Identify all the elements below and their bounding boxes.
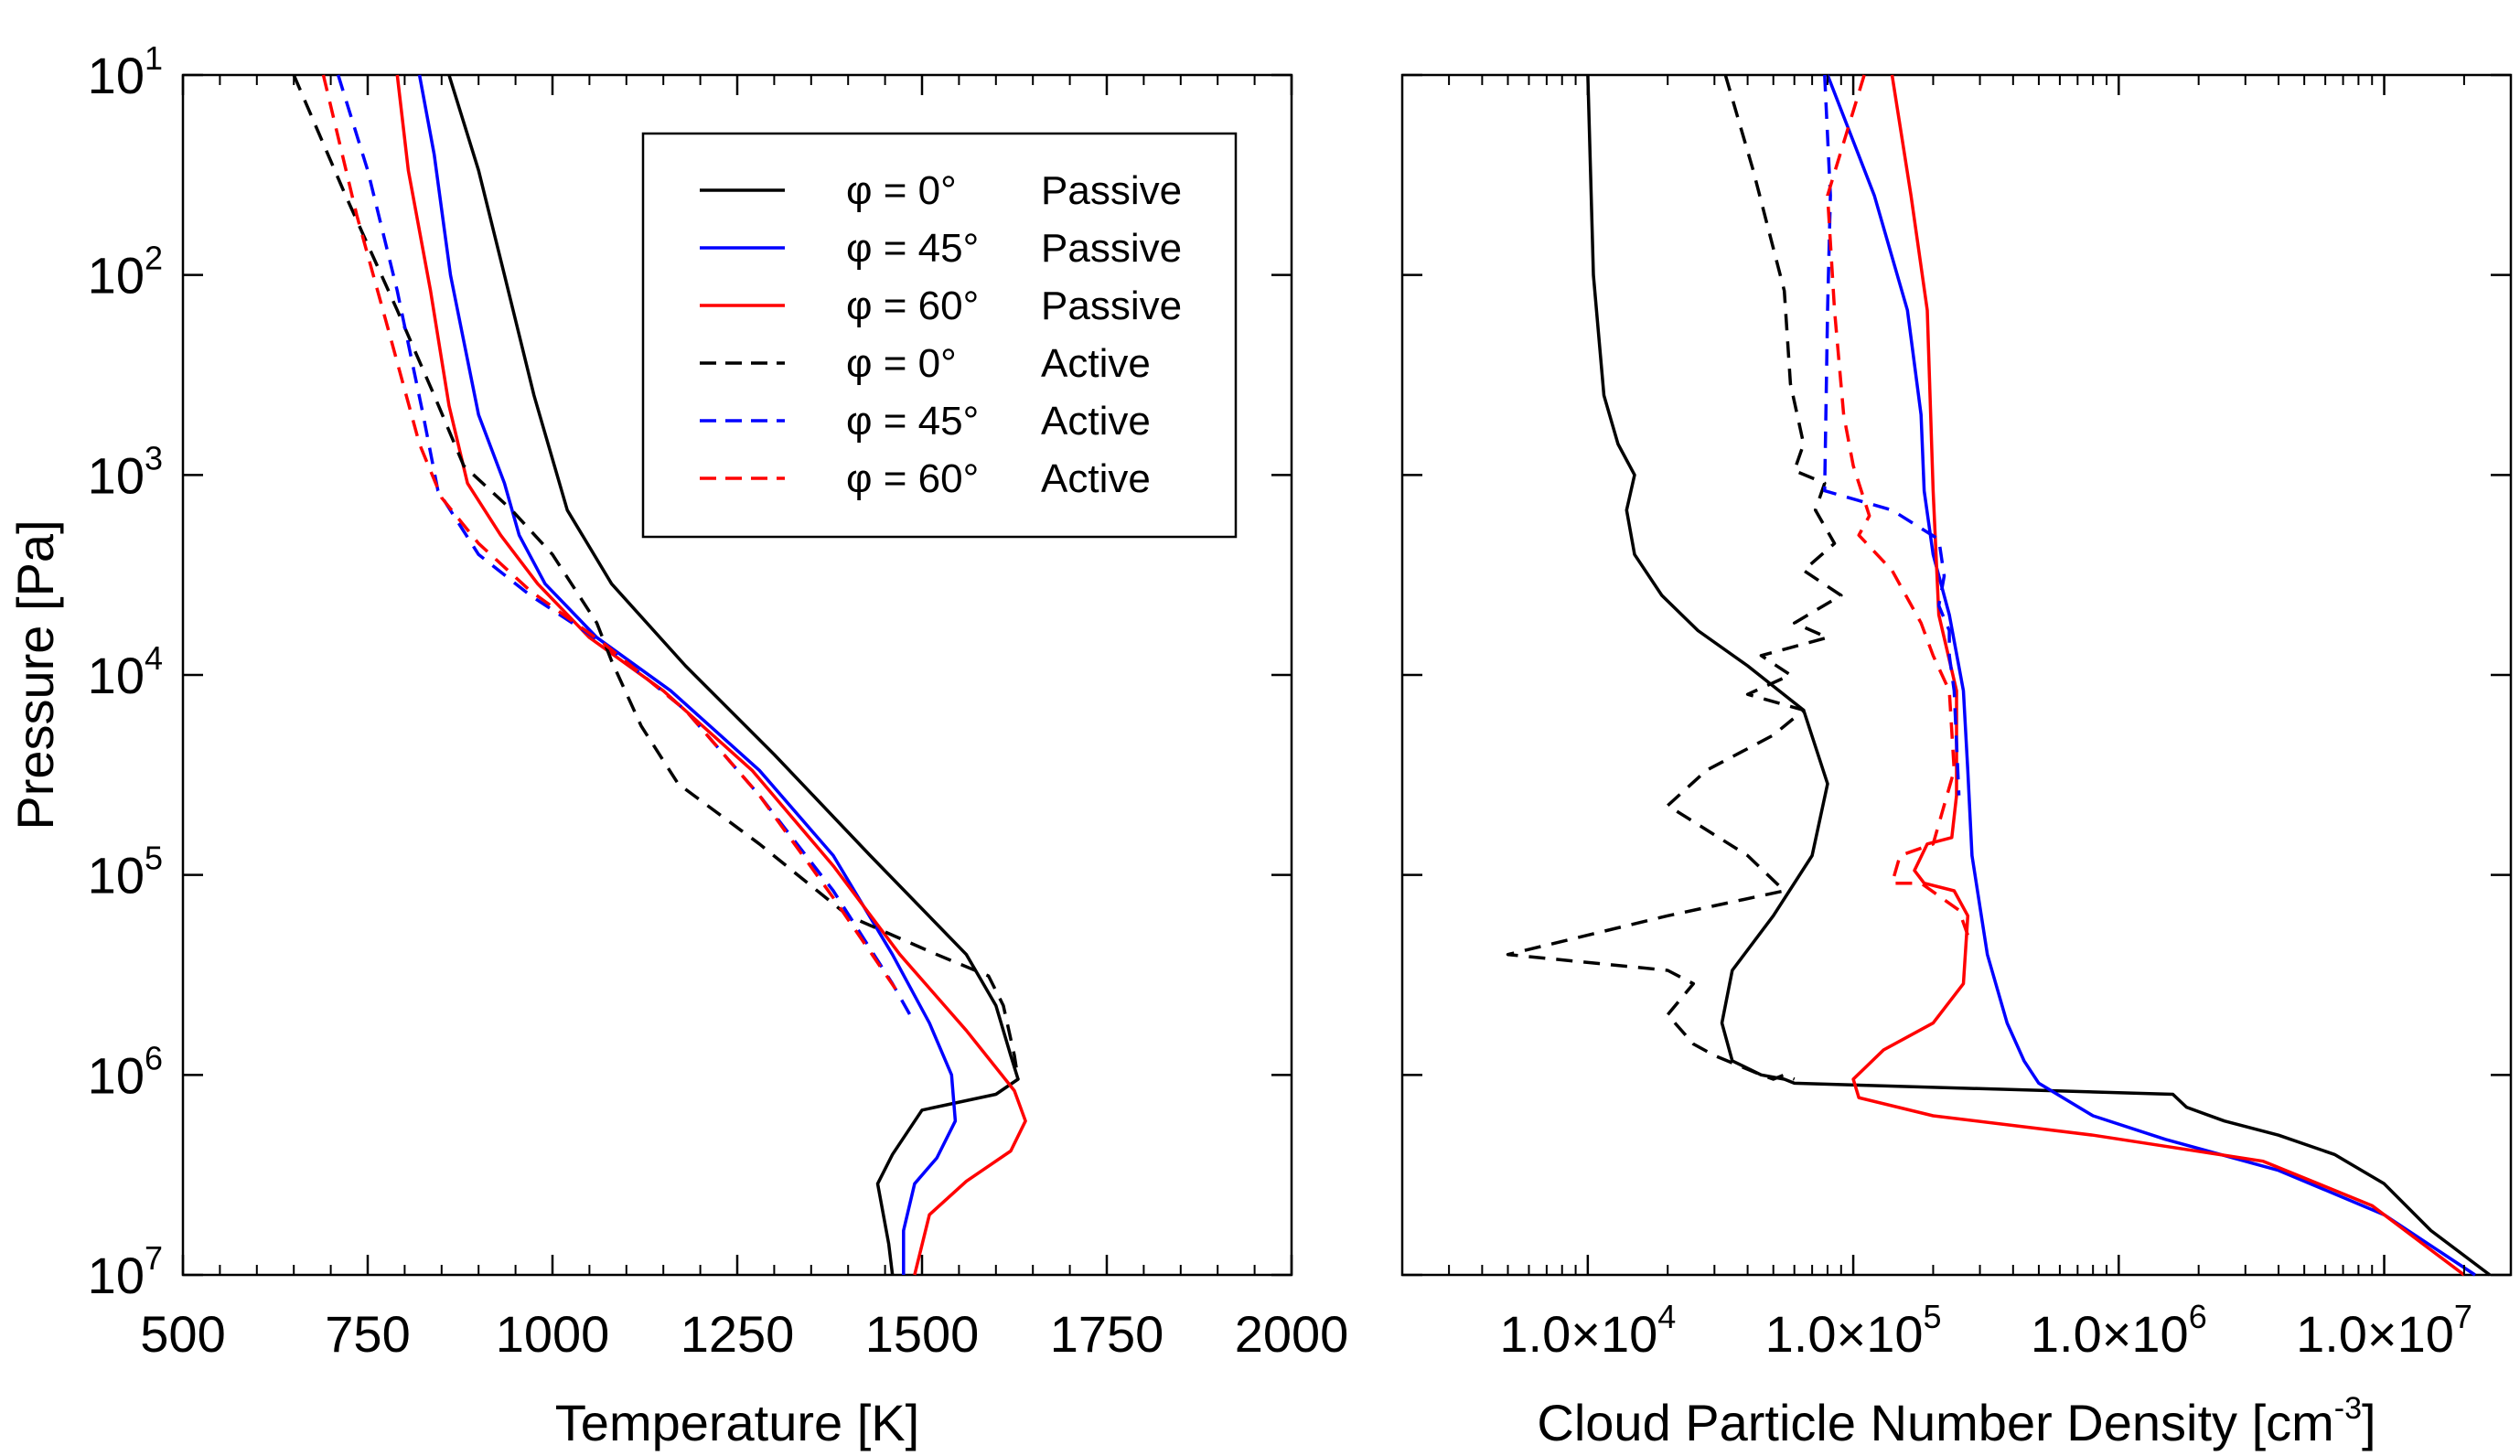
left-series-4 [337,74,917,1024]
right-series-3 [1506,74,1843,1081]
legend-label-4: φ = 45° [846,399,979,444]
legend: φ = 0° Passive φ = 45° Passive φ = 60° Passiv… [641,132,1238,539]
right-x-axis-title-main: Cloud Particle Number Density [cm [1537,1394,2333,1451]
legend-label-0: φ = 0° [846,168,957,213]
right-series-group [1506,74,2492,1277]
left-x-tick-label-0: 500 [140,1305,225,1363]
right-x-tick-label-1: 1.0×105 [1765,1298,1942,1363]
left-series-group [292,74,1027,1276]
legend-model-0: Passive [1041,168,1182,213]
left-x-ticks: 500 750 1000 1250 1500 1750 2000 [140,75,1348,1363]
right-x-tick-label-3: 1.0×107 [2296,1298,2472,1363]
right-series-0 [1586,74,2492,1277]
legend-label-2: φ = 60° [846,284,979,328]
left-y-tick-label-6: 106 [88,1039,163,1104]
left-y-axis-title: Pressure [Pa] [6,519,64,830]
left-y-tick-label-7: 107 [88,1239,163,1304]
right-series-4 [1823,74,1961,796]
right-series-1 [1826,74,2476,1277]
left-series-0 [447,74,1020,1276]
left-x-tick-label-5: 1750 [1050,1305,1164,1363]
right-x-tick-label-2: 1.0×106 [2031,1298,2207,1363]
left-x-tick-label-6: 2000 [1235,1305,1349,1363]
right-series-5 [1826,74,1969,937]
left-y-tick-label-5: 105 [88,840,163,905]
left-x-tick-label-1: 750 [325,1305,410,1363]
legend-box [641,132,1238,539]
right-x-axis-title-sup: -3 [2334,1391,2362,1426]
left-x-axis-title: Temperature [K] [555,1394,919,1451]
left-y-tick-label-3: 103 [88,439,163,504]
left-series-2 [395,74,1027,1276]
legend-label-1: φ = 45° [846,226,979,271]
left-series-5 [321,74,902,997]
legend-model-1: Passive [1041,226,1182,271]
right-x-axis-title: Cloud Particle Number Density [cm-3] [1537,1391,2375,1451]
temperature-pressure-panel: 500 750 1000 1250 1500 1750 2000 1011021031041… [6,39,1348,1451]
legend-model-5: Active [1041,456,1151,501]
right-plot-frame [1400,73,2513,1277]
left-y-tick-label-4: 104 [88,639,163,704]
left-series-3 [292,74,1020,1080]
legend-model-4: Active [1041,399,1151,444]
right-series-2 [1851,74,2465,1277]
right-x-tick-label-0: 1.0×104 [1499,1298,1676,1363]
number-density-pressure-panel: 1.0×104 1.0×105 1.0×106 1.0×107 Cloud Parti… [1400,73,2513,1451]
left-x-tick-label-4: 1500 [865,1305,980,1363]
left-x-tick-label-3: 1250 [681,1305,795,1363]
legend-model-3: Active [1041,341,1151,386]
left-series-1 [417,74,958,1275]
legend-label-3: φ = 0° [846,341,957,386]
right-x-axis-title-end: ] [2362,1394,2376,1451]
right-x-ticks: 1.0×104 1.0×105 1.0×106 1.0×107 [1401,75,2512,1363]
left-y-tick-label-2: 102 [88,240,163,305]
left-y-ticks: 101 102 103 104 105 106 107 [88,39,1292,1304]
legend-label-5: φ = 60° [846,456,979,501]
left-x-tick-label-2: 1000 [496,1305,610,1363]
right-y-ticks [1402,73,2511,1277]
left-y-tick-label-1: 101 [88,39,163,104]
legend-model-2: Passive [1041,284,1182,328]
